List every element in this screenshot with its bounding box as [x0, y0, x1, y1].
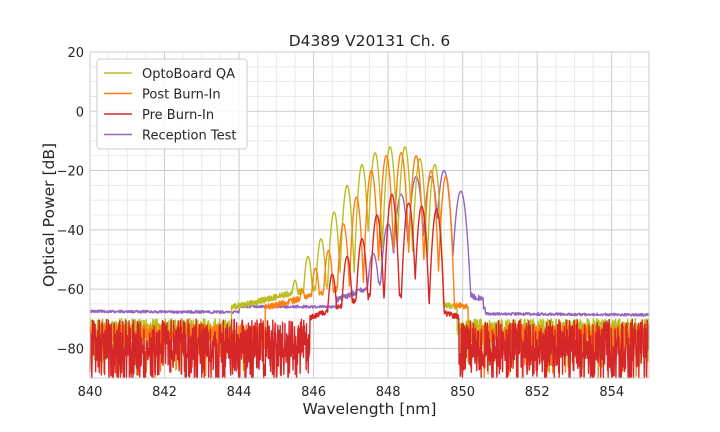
x-tick-label: 848	[376, 385, 401, 400]
legend: OptoBoard QA Post Burn-In Pre Burn-In Recep…	[96, 58, 248, 150]
legend-label: Reception Test	[142, 129, 236, 144]
y-tick-label: 20	[67, 46, 84, 61]
x-tick-label: 846	[301, 385, 326, 400]
legend-box	[96, 58, 248, 150]
x-tick-label: 854	[599, 385, 624, 400]
legend-label: Pre Burn-In	[142, 108, 214, 123]
legend-label: Post Burn-In	[142, 88, 221, 103]
y-tick-label: −20	[57, 165, 84, 180]
y-tick-label: −80	[57, 342, 84, 357]
y-tick-label: 0	[76, 105, 84, 120]
x-tick-label: 852	[525, 385, 550, 400]
x-tick-label: 850	[450, 385, 475, 400]
y-tick-label: −60	[57, 283, 84, 298]
y-tick-label: −40	[57, 224, 84, 239]
y-axis-label: Optical Power [dB]	[40, 143, 58, 287]
chart-title: D4389 V20131 Ch. 6	[289, 32, 451, 50]
series-layer	[89, 146, 650, 379]
x-tick-label: 842	[152, 385, 177, 400]
x-axis-label: Wavelength [nm]	[303, 400, 437, 418]
series-line-reception-test	[89, 169, 650, 317]
x-tick-label: 844	[227, 385, 252, 400]
plot-frame	[89, 51, 650, 379]
tick-labels: 840 842 844 846 848 850 852 854 20 0 −20 −40 −60 −80	[57, 46, 625, 400]
legend-label: OptoBoard QA	[142, 67, 235, 82]
x-tick-label: 840	[78, 385, 103, 400]
series-line-pre-burn-in	[89, 193, 650, 379]
